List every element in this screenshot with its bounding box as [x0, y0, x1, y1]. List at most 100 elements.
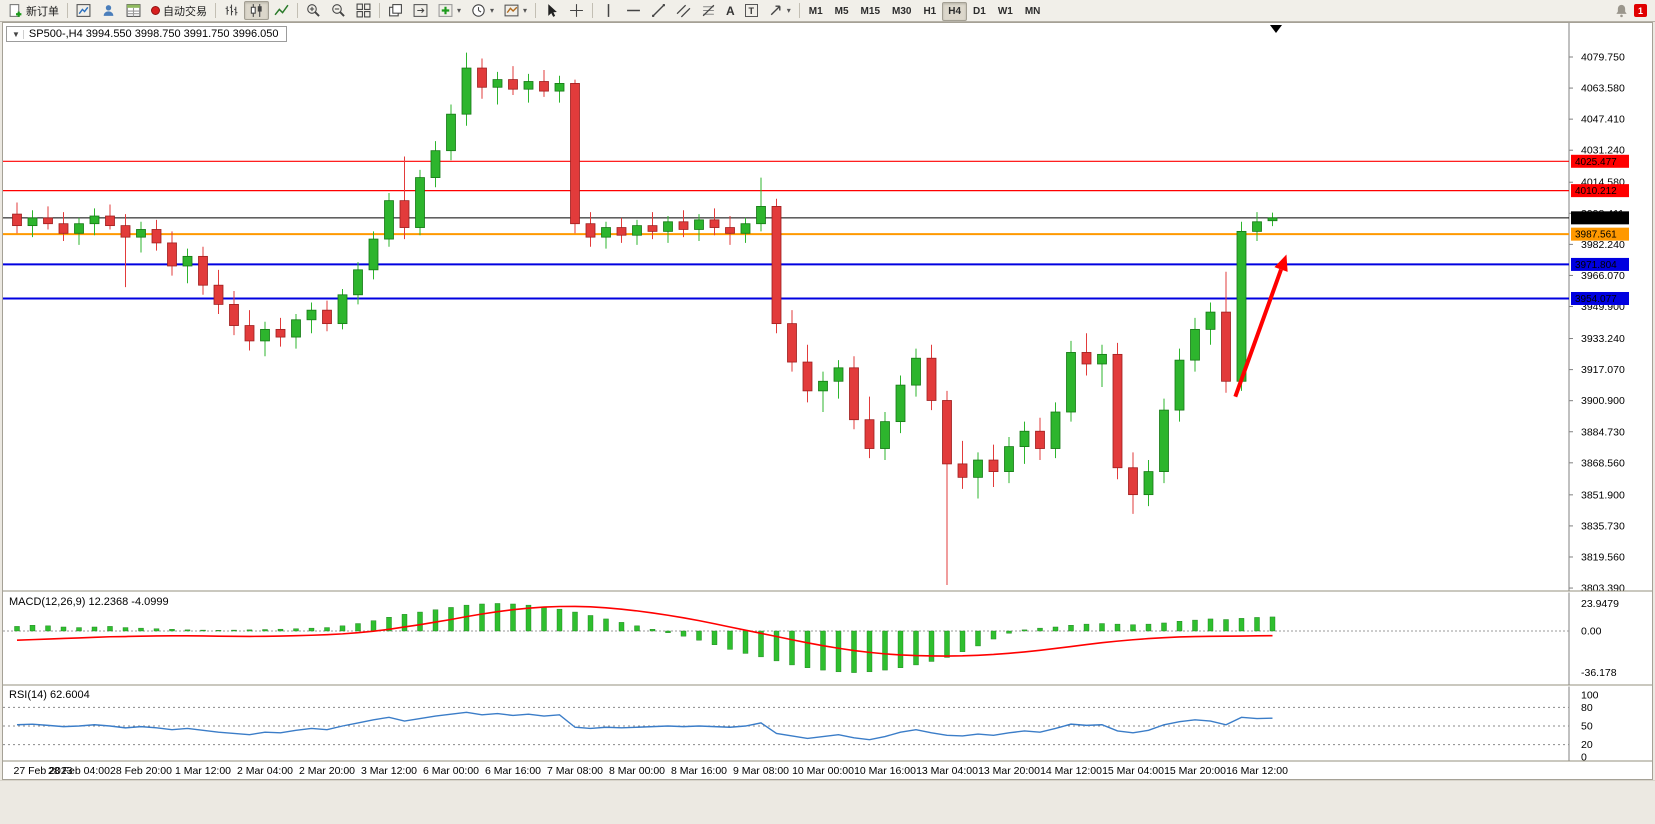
timeframe-button-w1[interactable]: W1 — [992, 2, 1019, 21]
candlestick-chart-type-button[interactable] — [244, 1, 269, 20]
template-icon — [504, 4, 519, 17]
timeframe-button-d1[interactable]: D1 — [967, 2, 992, 21]
price-tag-resistance-line — [1571, 154, 1629, 168]
window-bottom-area — [0, 780, 1655, 824]
cursor-button[interactable] — [539, 1, 564, 20]
zoom-out-icon — [332, 4, 345, 17]
svg-text:0.00: 0.00 — [1581, 626, 1602, 638]
chevron-down-icon: ▾ — [457, 6, 462, 15]
svg-text:8 Mar 00:00: 8 Mar 00:00 — [609, 765, 665, 777]
trendline-tool-button[interactable] — [646, 1, 671, 20]
svg-text:3803.390: 3803.390 — [1581, 583, 1625, 595]
new-order-label: 新订单 — [26, 5, 59, 18]
timeframe-button-h4[interactable]: H4 — [942, 1, 968, 21]
svg-text:27 Feb 2023: 27 Feb 2023 — [14, 765, 73, 777]
fibonacci-icon — [702, 4, 715, 17]
auto-trading-button[interactable]: 自动交易 — [146, 1, 212, 20]
fibonacci-tool-button[interactable] — [696, 1, 721, 20]
market-watch-button[interactable] — [121, 1, 146, 20]
collapse-panel-button[interactable]: ▼ — [9, 29, 24, 39]
price-level-lines[interactable] — [3, 160, 1569, 300]
text-tool-button[interactable]: A — [721, 1, 740, 20]
timeframe-button-m1[interactable]: M1 — [803, 2, 829, 21]
toolbar-separator — [535, 3, 537, 18]
chevron-down-icon: ▾ — [490, 6, 495, 15]
price-axis: 4079.7504063.5804047.4104031.2404014.580… — [1568, 23, 1625, 761]
svg-text:7 Mar 08:00: 7 Mar 08:00 — [547, 765, 603, 777]
macd-label: MACD(12,26,9) 12.2368 -4.0999 — [9, 596, 169, 608]
svg-text:2 Mar 04:00: 2 Mar 04:00 — [237, 765, 293, 777]
vertical-line-tool-button[interactable] — [596, 1, 621, 20]
rsi-label: RSI(14) 62.6004 — [9, 689, 90, 701]
profile-icon — [103, 5, 114, 16]
auto-trading-icon — [151, 6, 160, 15]
crosshair-button[interactable] — [564, 1, 589, 20]
svg-text:3996.050: 3996.050 — [1575, 213, 1617, 224]
svg-text:10 Mar 00:00: 10 Mar 00:00 — [792, 765, 854, 777]
price-chart-canvas[interactable]: 4079.7504063.5804047.4104031.2404014.580… — [3, 23, 1652, 779]
line-chart-type-button[interactable] — [269, 1, 294, 20]
chart-title: SP500-,H4 3994.550 3998.750 3991.750 399… — [28, 28, 279, 40]
new-order-button[interactable]: 新订单 — [3, 1, 64, 20]
vertical-line-icon — [607, 4, 610, 17]
svg-text:15 Mar 04:00: 15 Mar 04:00 — [1102, 765, 1164, 777]
templates-button[interactable]: ▾ — [499, 1, 532, 20]
channel-icon — [676, 4, 691, 18]
chart-shift-icon — [413, 4, 428, 17]
svg-text:4047.410: 4047.410 — [1581, 114, 1625, 126]
zoom-in-button[interactable] — [301, 1, 326, 20]
timeframe-button-m30[interactable]: M30 — [886, 2, 917, 21]
svg-text:80: 80 — [1581, 702, 1593, 714]
price-tags[interactable]: 4025.477 4010.212 3996.050 3987.561 3971.804… — [1571, 154, 1629, 305]
macd-panel: 23.9479 0.00 -36.178 — [3, 598, 1619, 679]
price-tag-support-line — [1571, 291, 1629, 305]
arrow-tool-icon — [770, 5, 781, 16]
timeframe-button-m15[interactable]: M15 — [855, 2, 886, 21]
channel-tool-button[interactable] — [671, 1, 696, 20]
periods-button[interactable]: ▾ — [466, 1, 499, 20]
zoom-in-icon — [307, 4, 320, 17]
alerts-button[interactable]: 1 — [1609, 1, 1652, 20]
horizontal-line-tool-button[interactable] — [621, 1, 646, 20]
svg-text:3868.560: 3868.560 — [1581, 457, 1625, 469]
candles — [12, 52, 1278, 585]
svg-text:4031.240: 4031.240 — [1581, 145, 1625, 157]
profiles-button[interactable] — [96, 1, 121, 20]
svg-text:13 Mar 20:00: 13 Mar 20:00 — [978, 765, 1040, 777]
trend-arrow-annotation[interactable] — [1233, 254, 1288, 398]
bar-chart-icon — [225, 4, 238, 16]
chart-shift-button[interactable] — [408, 1, 433, 20]
arrows-tool-button[interactable]: ▾ — [763, 1, 796, 20]
toolbar-separator — [592, 3, 594, 18]
chevron-down-icon: ▾ — [786, 6, 791, 15]
tile-windows-button[interactable] — [351, 1, 376, 20]
svg-text:6 Mar 00:00: 6 Mar 00:00 — [423, 765, 479, 777]
price-tag-support-line — [1571, 257, 1629, 271]
toolbar-separator — [67, 3, 68, 18]
chart-shift-marker[interactable] — [1270, 25, 1282, 33]
rsi-line — [16, 711, 1273, 741]
zoom-out-button[interactable] — [326, 1, 351, 20]
timeframe-group: M1 M5 M15 M30 H1 H4 D1 W1 MN — [803, 1, 1047, 21]
text-label-tool-button[interactable]: T — [740, 1, 763, 20]
indicators-button[interactable]: ▾ — [433, 1, 466, 20]
svg-text:3851.900: 3851.900 — [1581, 489, 1625, 501]
cascade-windows-button[interactable] — [383, 1, 408, 20]
svg-text:23.9479: 23.9479 — [1581, 598, 1619, 610]
timeframe-button-m5[interactable]: M5 — [829, 2, 855, 21]
toolbar-separator — [215, 3, 216, 18]
chart-title-overlay: ▼ SP500-,H4 3994.550 3998.750 3991.750 3… — [6, 26, 288, 42]
line-chart-icon — [274, 4, 289, 16]
timeframe-button-mn[interactable]: MN — [1019, 2, 1047, 21]
svg-text:3966.070: 3966.070 — [1581, 270, 1625, 282]
charts-button[interactable] — [71, 1, 96, 20]
market-watch-icon — [126, 4, 141, 17]
timeframe-button-h1[interactable]: H1 — [917, 2, 942, 21]
bar-chart-type-button[interactable] — [219, 1, 244, 20]
panel-separators[interactable] — [3, 590, 1652, 763]
svg-text:4079.750: 4079.750 — [1581, 52, 1625, 64]
svg-text:4025.477: 4025.477 — [1575, 157, 1617, 168]
bell-icon — [1616, 4, 1627, 18]
new-order-icon — [9, 4, 22, 17]
